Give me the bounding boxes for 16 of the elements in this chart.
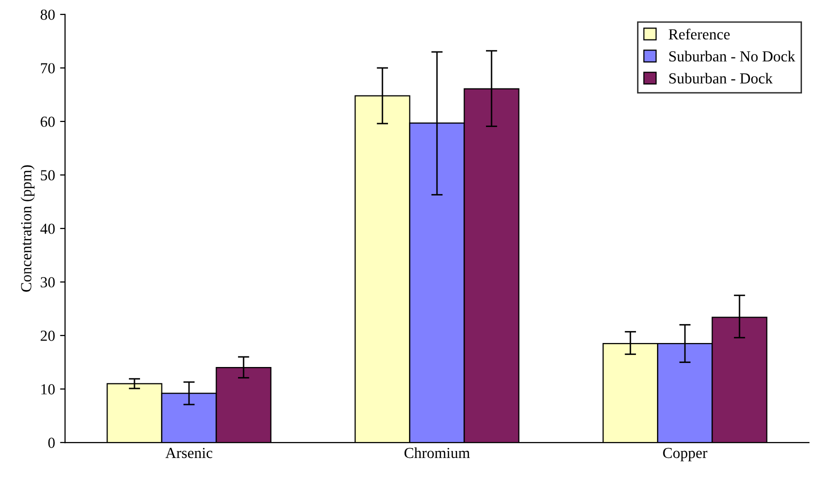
legend-label: Reference — [668, 28, 730, 40]
legend-label: Suburban - Dock — [669, 72, 773, 84]
legend-label: Suburban - No Dock — [669, 50, 796, 62]
y-tick-label: 30 — [40, 277, 55, 288]
y-tick-label: 50 — [40, 170, 55, 180]
y-tick-label: 10 — [41, 384, 55, 394]
y-tick-label: 40 — [40, 224, 55, 234]
y-tick-label: 20 — [40, 330, 55, 341]
y-tick-label: 0 — [48, 438, 55, 448]
x-tick-label: Chromium — [404, 447, 470, 458]
x-tick-label: Arsenic — [165, 448, 212, 458]
x-tick-label: Copper — [663, 448, 708, 462]
y-tick-label: 80 — [40, 10, 55, 20]
y-axis-title: Concentration (ppm) — [20, 165, 34, 292]
y-tick-label: 60 — [40, 116, 55, 127]
y-tick-label: 70 — [41, 63, 55, 74]
